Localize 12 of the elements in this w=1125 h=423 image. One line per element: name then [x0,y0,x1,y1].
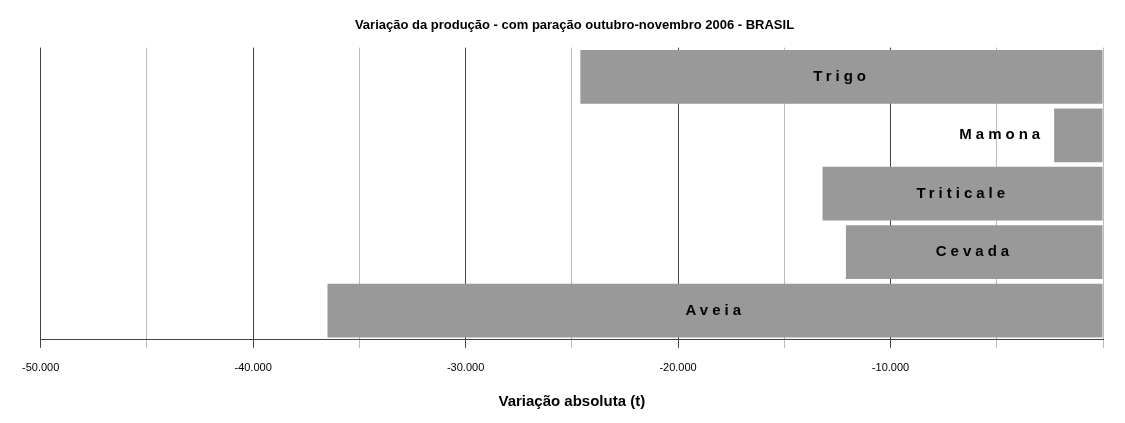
x-tick-label: -20.000 [659,361,697,374]
x-tick-label: -40.000 [234,361,272,374]
y-tick-label: Cevada [935,242,1014,260]
x-axis-title: Variação absoluta (t) [498,392,646,410]
y-tick-label: Trigo [813,66,870,84]
chart-title: Variação da produção - com paração outubro-novembro 2006 - BRASIL [354,17,795,33]
x-tick-label: -10.000 [871,361,910,374]
y-tick-label: Triticale [916,183,1010,201]
y-tick-label: Mamona [959,125,1045,143]
x-tick-label: -50.000 [22,361,60,374]
x-tick-label: -30.000 [446,361,485,374]
y-tick-label: Aveia [685,300,745,318]
